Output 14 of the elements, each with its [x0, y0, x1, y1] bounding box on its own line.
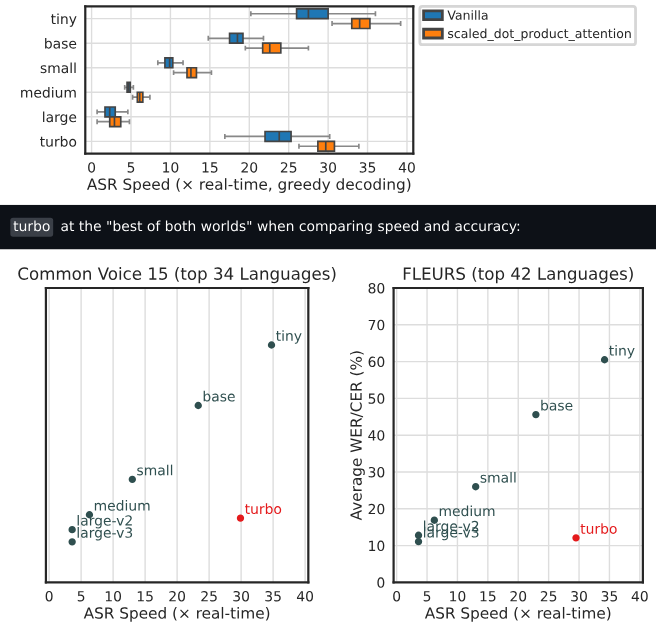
point [68, 538, 76, 546]
point [414, 531, 423, 539]
chart-title: FLEURS (top 42 Languages) [403, 267, 633, 284]
point [236, 514, 245, 522]
point [414, 537, 423, 546]
point [572, 534, 580, 542]
point [267, 341, 276, 349]
point [600, 356, 609, 364]
point [128, 475, 136, 484]
chart-title: Common Voice 15 (top 34 Languages) [18, 267, 336, 284]
point [532, 410, 540, 419]
point [68, 526, 76, 534]
point [194, 401, 202, 410]
point [472, 483, 480, 491]
